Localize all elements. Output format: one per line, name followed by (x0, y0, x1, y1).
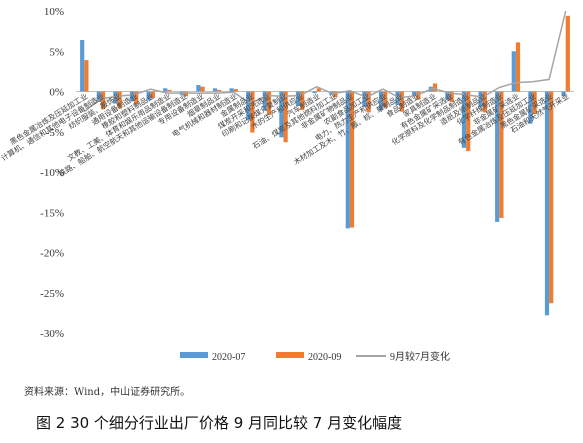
bar-2020-07 (262, 91, 267, 111)
bar-2020-07 (295, 91, 301, 106)
bar-2020-09 (316, 88, 321, 92)
bar-2020-07 (461, 91, 467, 148)
y-tick-label: -5% (46, 127, 64, 139)
y-tick-label: 0% (49, 87, 64, 99)
bar-2020-07 (196, 85, 201, 92)
series-line-change (83, 10, 567, 113)
bar-2020-09 (499, 91, 504, 218)
y-axis-ticks: 10% 5% 0% -5% -10% -15% -20% -25% -30% (40, 6, 64, 340)
bar-2020-09 (482, 91, 487, 113)
bar-2020-09 (549, 91, 554, 304)
bar-2020-09 (399, 91, 404, 112)
bar-2020-07 (113, 91, 118, 104)
bar-2020-07 (129, 91, 135, 102)
bar-2020-07 (378, 91, 384, 111)
bar-2020-07 (445, 91, 450, 101)
bar-2020-09 (200, 86, 205, 92)
bar-2020-07 (544, 91, 550, 316)
bar-2020-09 (217, 89, 222, 92)
bar-2020-07 (229, 88, 234, 92)
bar-2020-09 (84, 60, 89, 92)
figure-caption: 图 2 30 个细分行业出厂价格 9 月同比较 7 月变化幅度 (36, 414, 403, 432)
bar-2020-09 (432, 83, 438, 92)
bar-2020-07 (495, 91, 500, 222)
bar-2020-07 (212, 88, 218, 92)
y-tick-label: -20% (40, 248, 64, 260)
bar-2020-07 (96, 91, 101, 102)
bar-2020-07 (362, 91, 367, 107)
bar-2020-09 (383, 91, 388, 108)
bar-2020-09 (250, 91, 255, 133)
bar-2020-07 (395, 91, 400, 106)
bar-2020-09 (183, 91, 189, 97)
bar-2020-09 (366, 91, 371, 113)
bar-2020-07 (345, 91, 350, 229)
legend-swatch (180, 352, 208, 358)
y-tick-label: -15% (40, 207, 64, 219)
y-tick-label: 5% (49, 46, 64, 58)
bar-2020-07 (412, 91, 417, 96)
legend-swatch (276, 352, 304, 358)
chart: 10%5%0%-5%-10%-15%-20%-25%-30% 黑色金属冶炼及压延… (0, 6, 574, 363)
legend-label: 2020-09 (308, 352, 341, 363)
bar-2020-09 (466, 91, 471, 152)
bar-2020-09 (233, 89, 238, 92)
bar-2020-07 (279, 91, 284, 138)
bar-2020-09 (300, 91, 305, 111)
bar-2020-09 (565, 15, 570, 92)
bar-2020-09 (416, 91, 421, 100)
bar-2020-07 (80, 39, 85, 92)
bar-2020-07 (511, 51, 516, 92)
bar-2020-07 (146, 91, 151, 101)
bar-2020-07 (312, 91, 317, 94)
y-tick-label: 10% (44, 6, 64, 18)
bar-2020-07 (246, 91, 251, 121)
bar-2020-07 (478, 91, 483, 107)
bar-2020-09 (266, 91, 272, 115)
y-tick-label: -30% (40, 328, 64, 340)
bars (80, 15, 570, 316)
bar-2020-09 (167, 89, 172, 92)
bar-2020-09 (134, 91, 139, 105)
bar-2020-07 (528, 91, 533, 124)
legend-label: 9月较7月变化 (390, 350, 450, 363)
bar-2020-09 (150, 91, 155, 98)
source-note: 资料来源：Wind，中山证券研究所。 (24, 387, 191, 398)
bar-2020-09 (349, 91, 355, 228)
bar-2020-09 (515, 42, 521, 92)
bar-2020-09 (532, 91, 537, 115)
bar-2020-07 (163, 88, 168, 92)
bar-2020-09 (333, 91, 338, 98)
y-tick-label: -25% (40, 288, 64, 300)
legend-label: 2020-07 (212, 352, 245, 363)
bar-2020-09 (449, 91, 454, 102)
bar-2020-07 (561, 91, 566, 97)
bar-2020-09 (117, 91, 122, 109)
y-tick-label: -10% (40, 167, 64, 179)
legend: 2020-07 2020-09 9月较7月变化 (180, 350, 450, 363)
bar-2020-09 (100, 91, 106, 110)
bar-2020-09 (283, 91, 288, 143)
